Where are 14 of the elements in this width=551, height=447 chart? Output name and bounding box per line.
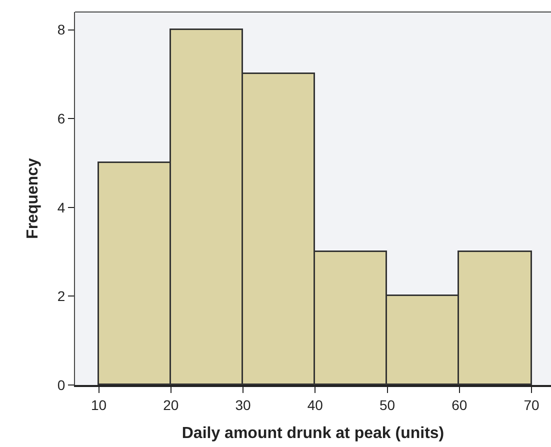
x-tick-label: 20 [163, 396, 179, 413]
y-axis-title: Frequency [24, 158, 42, 239]
x-tick-label: 30 [235, 396, 252, 413]
x-tick-label: 50 [379, 396, 396, 413]
y-tick-label: 0 [57, 376, 66, 393]
x-tick-label: 10 [91, 396, 107, 413]
x-tick-label: 40 [307, 396, 324, 413]
y-tick-label: 2 [57, 288, 66, 304]
x-tick-label: 70 [524, 396, 540, 413]
y-tick-label: 8 [57, 22, 66, 38]
x-tick-label: 60 [452, 396, 468, 413]
x-axis-title: Daily amount drunk at peak (units) [182, 425, 444, 442]
y-tick-label: 4 [57, 199, 66, 216]
y-tick-label: 6 [57, 110, 66, 126]
